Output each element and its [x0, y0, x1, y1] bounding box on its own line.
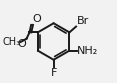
Text: Br: Br	[77, 16, 89, 26]
Text: O: O	[32, 14, 41, 24]
Text: CH₃: CH₃	[2, 37, 20, 47]
Text: O: O	[17, 39, 26, 49]
Text: F: F	[50, 68, 57, 78]
Text: NH₂: NH₂	[77, 46, 99, 56]
